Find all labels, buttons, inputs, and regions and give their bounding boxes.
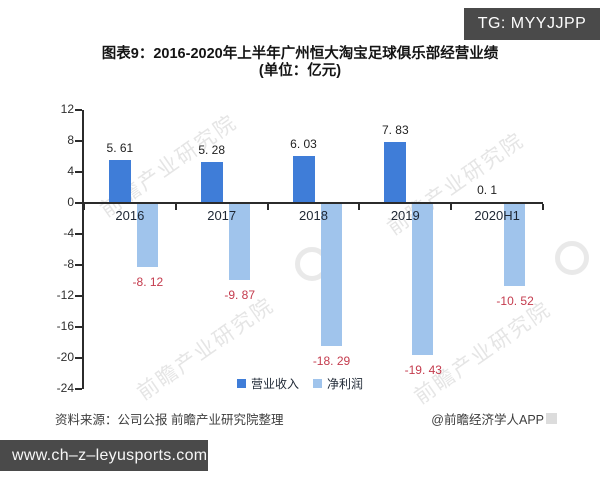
y-axis-tick — [75, 295, 82, 297]
value-label-revenue: 6. 03 — [290, 137, 317, 152]
y-axis-label: -16 — [56, 319, 74, 333]
y-axis-line — [82, 110, 84, 389]
x-axis-tick — [174, 204, 177, 210]
y-axis-tick — [75, 388, 82, 390]
value-label-revenue: 5. 28 — [198, 143, 226, 158]
y-axis-label: -8 — [63, 257, 74, 271]
y-axis-label: -12 — [56, 288, 74, 302]
value-label-net-profit: -8. 12 — [132, 274, 164, 289]
legend-item: 净利润 — [313, 375, 363, 392]
value-label-net-profit: -19. 43 — [404, 362, 442, 377]
y-axis-tick — [75, 264, 82, 266]
tg-badge: TG: MYYJJPP — [464, 8, 600, 40]
x-axis-label: 2018 — [299, 208, 328, 223]
y-axis-tick — [75, 202, 82, 204]
url-banner: www.ch–z–leyusports.com — [0, 440, 208, 471]
bar-revenue — [108, 159, 131, 203]
y-axis-tick — [75, 326, 82, 328]
x-axis-line — [82, 202, 543, 204]
y-axis-label: -20 — [56, 350, 74, 364]
value-label-revenue: 5. 61 — [106, 140, 134, 155]
legend-label: 净利润 — [327, 377, 364, 391]
x-axis-tick — [83, 204, 85, 210]
x-axis-label: 2017 — [207, 208, 237, 223]
chart-unit-label: (单位：亿元) — [258, 63, 342, 79]
x-axis-tick — [266, 204, 269, 210]
x-axis-tick — [358, 204, 361, 210]
source-text: 资料来源：公司公报 前瞻产业研究院整理 — [55, 413, 284, 427]
legend-swatch — [313, 379, 322, 388]
x-axis-tick — [542, 204, 544, 210]
value-label-revenue: 7. 83 — [381, 123, 409, 138]
x-axis-label: 2020H1 — [474, 208, 520, 223]
x-axis-label: 2019 — [390, 208, 420, 223]
bar-net-profit — [136, 204, 158, 267]
chart-legend: 营业收入 净利润 — [0, 375, 600, 392]
bar-net-profit — [228, 204, 250, 281]
legend-swatch — [236, 379, 246, 388]
value-label-net-profit: -18. 29 — [312, 353, 351, 368]
bar-revenue — [384, 142, 407, 203]
legend-label: 营业收入 — [250, 377, 299, 391]
chart-title: 图表9：2016-2020年上半年广州恒大淘宝足球俱乐部经营业绩 (单位：亿元) — [0, 46, 600, 80]
value-label-net-profit: -10. 52 — [496, 293, 534, 308]
bar-net-profit — [412, 204, 434, 355]
x-axis-tick — [450, 204, 453, 210]
bar-revenue — [292, 156, 315, 203]
y-axis-tick — [75, 171, 82, 173]
legend-item: 营业收入 — [236, 375, 299, 392]
credit-text: @前瞻经济学人APP — [431, 413, 544, 427]
app-logo-square — [546, 413, 557, 424]
y-axis-tick — [75, 140, 82, 142]
y-axis-tick — [75, 109, 82, 111]
y-axis-label: 4 — [67, 164, 74, 178]
bar-net-profit — [504, 204, 526, 286]
y-axis-tick — [75, 233, 82, 235]
bar-revenue — [200, 162, 223, 203]
y-axis-label: 0 — [67, 195, 74, 209]
value-label-net-profit: -9. 87 — [224, 288, 256, 303]
y-axis-label: -24 — [56, 381, 74, 395]
y-axis-label: 12 — [60, 102, 74, 116]
source-row: 资料来源：公司公报 前瞻产业研究院整理 @前瞻经济学人APP — [55, 409, 557, 428]
chart-title-line1: 图表9：2016-2020年上半年广州恒大淘宝足球俱乐部经营业绩 — [101, 46, 499, 62]
y-axis-label: -4 — [63, 226, 74, 240]
x-axis-label: 2016 — [115, 208, 145, 223]
bar-net-profit — [320, 204, 342, 346]
value-label-revenue: 0. 1 — [477, 183, 498, 198]
y-axis-label: 8 — [67, 133, 74, 147]
credit: @前瞻经济学人APP — [431, 409, 557, 428]
y-axis-tick — [75, 357, 82, 359]
